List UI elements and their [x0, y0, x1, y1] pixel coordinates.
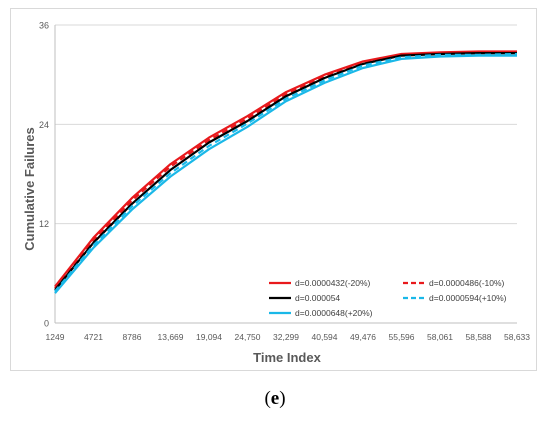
x-tick-label: 55,596 [389, 332, 415, 342]
x-tick-label: 13,669 [158, 332, 184, 342]
x-tick-label: 49,476 [350, 332, 376, 342]
y-tick-label: 36 [39, 21, 49, 31]
x-tick-label: 58,588 [466, 332, 492, 342]
x-tick-label: 8786 [123, 332, 142, 342]
x-tick-label: 32,299 [273, 332, 299, 342]
y-axis-label: Cumulative Failures [22, 127, 37, 251]
series-line-4 [54, 52, 518, 293]
legend-entry-2: d=0.0000486(-10%) [429, 278, 505, 288]
panel-label-open: ( [264, 388, 271, 409]
x-axis-label: Time Index [253, 350, 321, 365]
legend: d=0.0000432(-20%) d=0.0000486(-10%) d=0.00… [269, 278, 507, 318]
legend-entry-5: d=0.0000648(+20%) [295, 308, 373, 318]
legend-entry-1: d=0.0000432(-20%) [295, 278, 371, 288]
series-lines [54, 50, 518, 294]
x-tick-label: 24,750 [235, 332, 261, 342]
y-tick-label: 24 [39, 120, 49, 130]
grid-lines [55, 24, 517, 225]
x-tick-label: 4721 [84, 332, 103, 342]
y-tick-label: 0 [44, 319, 49, 329]
panel-label-close: ) [279, 388, 286, 409]
legend-entry-3: d=0.000054 [295, 293, 340, 303]
series-line-3 [54, 51, 517, 291]
panel-label-letter: e [270, 388, 280, 409]
x-tick-label: 58,633 [504, 332, 530, 342]
line-chart: 0 12 24 36 1249 4721 8786 13,669 19,094 24,750 32… [22, 21, 531, 366]
x-tick-label: 58,061 [427, 332, 453, 342]
x-tick-labels: 1249 4721 8786 13,669 19,094 24,750 32,299 40,5… [46, 332, 531, 342]
series-line-1 [54, 50, 517, 288]
y-tick-labels: 0 12 24 36 [39, 21, 49, 329]
series-line-2 [54, 51, 517, 289]
x-tick-label: 1249 [46, 332, 65, 342]
y-tick-label: 12 [39, 219, 49, 229]
series-line-5 [54, 54, 517, 294]
panel-label: (e) [0, 388, 550, 410]
axes [54, 25, 517, 324]
legend-entry-4: d=0.0000594(+10%) [429, 293, 507, 303]
x-tick-label: 19,094 [196, 332, 222, 342]
x-tick-label: 40,594 [312, 332, 338, 342]
chart-frame: 0 12 24 36 1249 4721 8786 13,669 19,094 24,750 32… [10, 8, 537, 371]
